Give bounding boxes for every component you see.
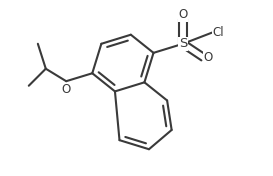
Text: O: O	[178, 8, 188, 21]
Text: O: O	[62, 83, 71, 96]
Text: S: S	[179, 37, 187, 50]
Text: Cl: Cl	[212, 26, 224, 39]
Text: O: O	[204, 51, 213, 64]
